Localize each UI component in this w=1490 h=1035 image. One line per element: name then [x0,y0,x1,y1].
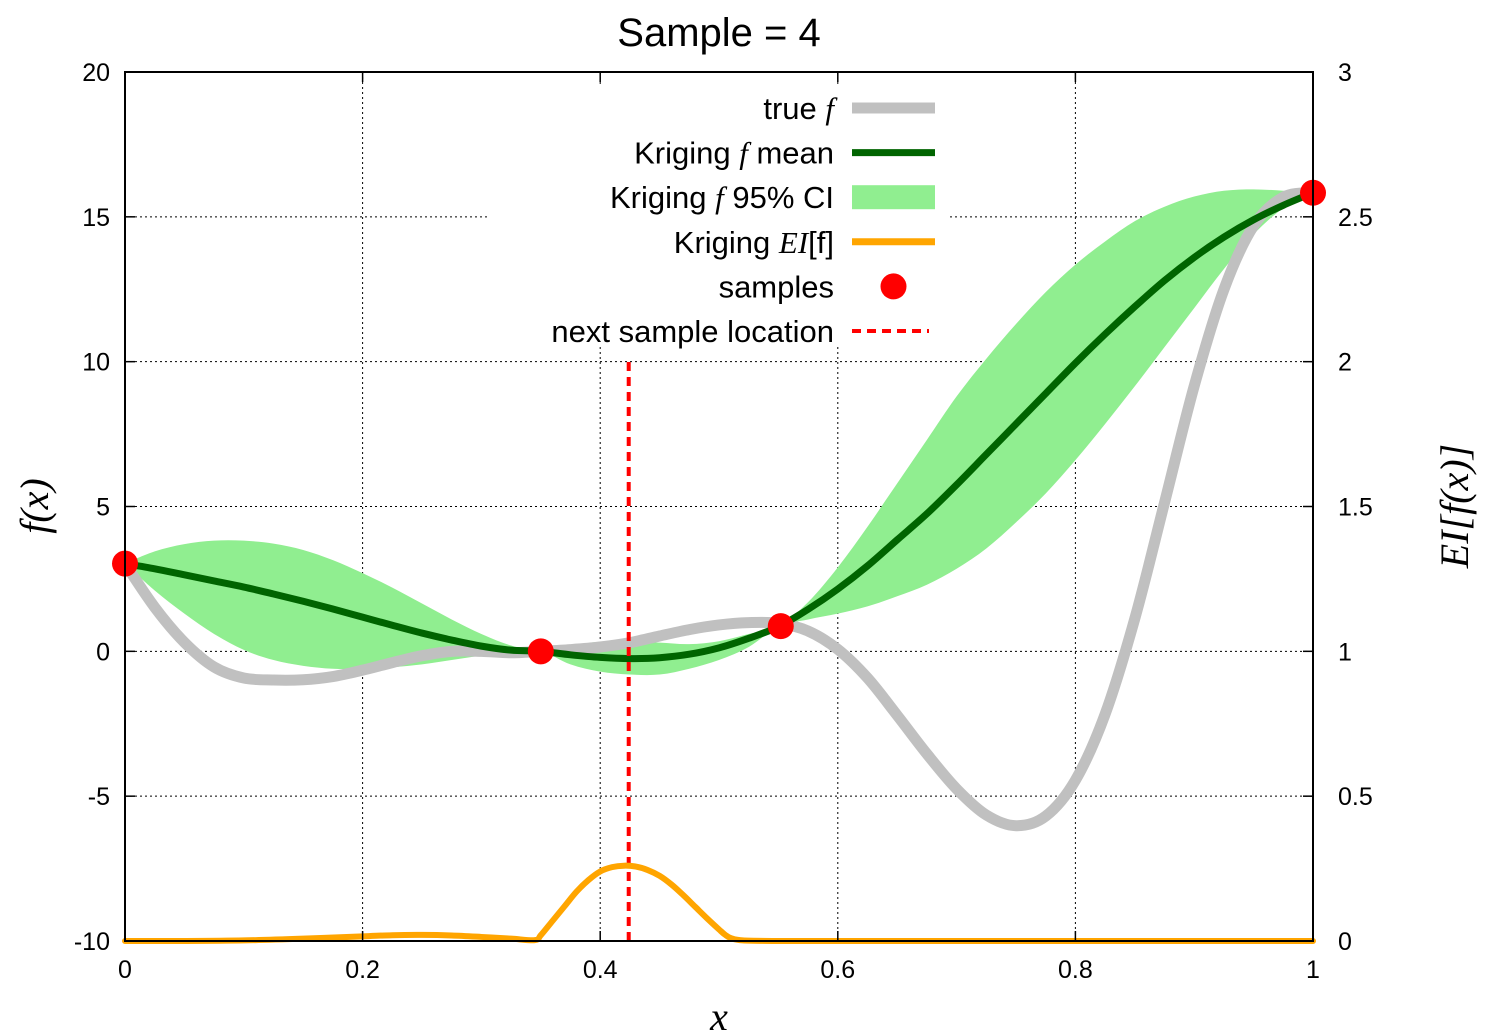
series-1-line [121,189,1317,663]
y2-axis-label: EI[f(x)] [1432,444,1477,569]
legend-label-prefix-4: samples [719,269,834,304]
x-tick-label-1: 0.2 [345,956,380,984]
x-tick-label-5: 1 [1306,956,1320,984]
legend-label-0: true f [763,91,838,126]
y-tick-label-5: 15 [82,204,110,232]
x-tick-label-4: 0.8 [1058,956,1093,984]
legend-label-prefix-1: Kriging [634,136,739,171]
x-axis-label: x [709,994,728,1035]
plot-layer [112,179,1326,945]
legend-label-suffix-2: 95% CI [724,180,834,215]
series-3-line [122,862,1316,945]
y-tick-label-3: 5 [96,494,110,522]
legend-label-5: next sample location [551,314,834,349]
legend-label-suffix-3: [f] [808,225,834,260]
y-tick-label-6: 20 [82,59,110,87]
sample-point-1 [527,638,554,665]
y2-tick-label-4: 2 [1338,349,1352,377]
sample-point-2 [767,613,794,640]
y-tick-label-0: -10 [74,928,110,956]
y2-tick-label-1: 0.5 [1338,783,1373,811]
legend-label-suffix-1: mean [748,136,834,171]
y-axis-label: f(x) [12,478,57,534]
legend-label-prefix-0: true [763,91,825,126]
legend-swatch-4 [880,273,907,300]
chart-title: Sample = 4 [617,11,820,55]
legend-label-prefix-5: next sample location [551,314,834,349]
legend-label-3: Kriging EI[f] [674,225,834,260]
y-tick-label-2: 0 [96,638,110,666]
y2-tick-label-6: 3 [1338,59,1352,87]
legend-label-4: samples [719,269,834,304]
y2-tick-label-3: 1.5 [1338,494,1373,522]
x-tick-label-0: 0 [118,956,132,984]
legend-label-1: Kriging f mean [634,136,834,171]
y2-tick-label-2: 1 [1338,638,1352,666]
tick-layer: 0 0.2 0.4 0.6 0.8 1 -10 -5 0 5 10 15 20 0 0.5 1 1.5 2 2.5 3 [74,59,1373,984]
x-tick-label-3: 0.6 [820,956,855,984]
y-tick-label-1: -5 [88,783,110,811]
y-tick-label-4: 10 [82,349,110,377]
series-0-line [119,187,1319,832]
y2-tick-label-0: 0 [1338,928,1352,956]
legend-swatch-2 [852,185,935,210]
y2-tick-label-5: 2.5 [1338,204,1373,232]
legend-label-prefix-2: Kriging [610,180,715,215]
legend-label-italic-3: EI [778,225,810,260]
legend-label-2: Kriging f 95% CI [610,180,834,215]
ci-band [125,189,1313,676]
x-tick-label-2: 0.4 [583,956,618,984]
legend-background [488,84,950,346]
legend-label-prefix-3: Kriging [674,225,779,260]
